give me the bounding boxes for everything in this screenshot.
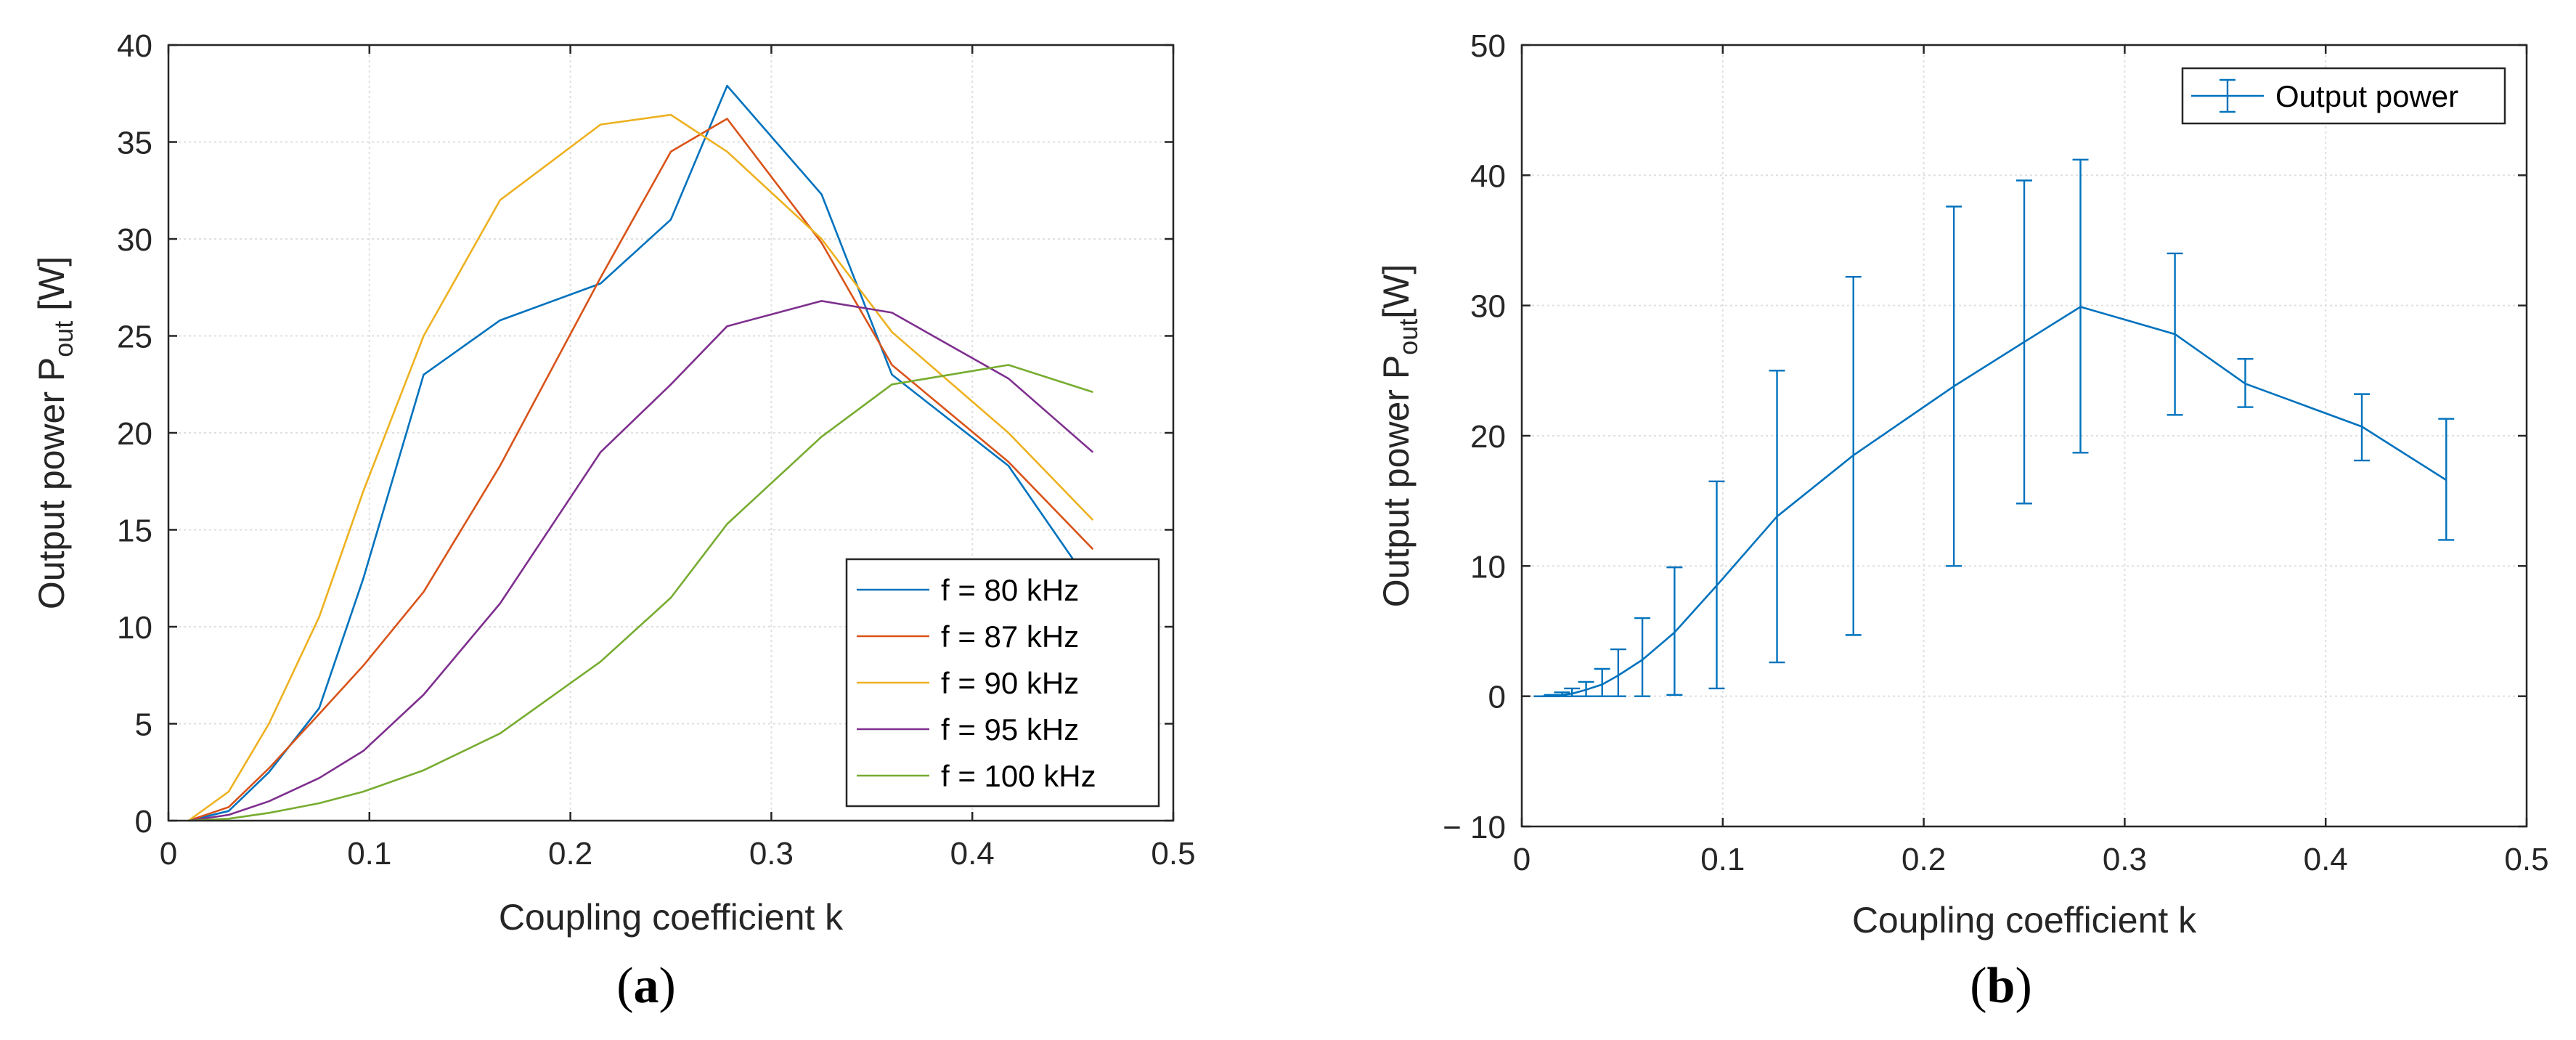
chart-b-xtick-label: 0.3 — [2103, 842, 2147, 877]
chart-a-xtick-label: 0.5 — [1151, 836, 1195, 872]
chart-a-legend: f = 80 kHz f = 87 kHz f = 90 kHz f = 95 kHz… — [845, 558, 1160, 808]
chart-a-xlabel: Coupling coefficient k — [499, 897, 844, 938]
chart-b-ytick-label: 30 — [1470, 289, 1506, 325]
chart-b-xtick-label: 0.1 — [1700, 842, 1745, 877]
chart-a-series-line-4 — [188, 364, 1093, 822]
panel-b-letter: b — [1987, 958, 2015, 1014]
chart-b-xtick-label: 0.4 — [2304, 842, 2348, 877]
chart-b-ylabel: Output power Pout[W] — [1376, 264, 1423, 607]
chart-b-ytick-label: 0 — [1488, 680, 1506, 715]
chart-a-ytick-label: 0 — [135, 804, 152, 840]
chart-a-ytick-label: 25 — [117, 320, 152, 355]
chart-a-ytick-label: 35 — [117, 126, 152, 161]
chart-a-legend-label: f = 100 kHz — [941, 759, 1096, 793]
panel-a-caption: (a) — [616, 958, 676, 1014]
chart-b-ylabel-sub: out — [1393, 319, 1423, 355]
chart-a-ytick-label: 10 — [117, 610, 152, 646]
chart-a-xtick-label: 0.4 — [950, 836, 995, 872]
chart-b-ytick-label: 10 — [1470, 549, 1506, 585]
chart-b-ytick-label: 40 — [1470, 158, 1506, 194]
panel-b-caption: (b) — [1970, 958, 2032, 1014]
chart-a: 0 0.1 0.2 0.3 0.4 0.5 0 5 10 15 20 25 30 35 40 Couplin… — [31, 28, 1196, 1014]
chart-a-series-line-3 — [188, 300, 1094, 822]
chart-a-ytick-label: 20 — [117, 416, 152, 452]
chart-a-xtick-label: 0 — [160, 836, 177, 872]
chart-b-xtick-label: 0.5 — [2504, 842, 2548, 877]
chart-a-ytick-label: 30 — [117, 222, 152, 258]
chart-b-ytick-label: 20 — [1470, 419, 1506, 455]
chart-b-ytick-label: − 10 — [1443, 810, 1506, 845]
chart-b-ylabel-unit: [W] — [1376, 264, 1417, 319]
chart-a-legend-label: f = 87 kHz — [941, 619, 1079, 654]
chart-a-series-line-2 — [187, 113, 1094, 822]
panel-a-letter: a — [634, 958, 659, 1014]
chart-a-legend-label: f = 90 kHz — [941, 666, 1079, 700]
chart-a-ytick-label: 5 — [135, 707, 152, 743]
chart-b-ylabel-main: Output power P — [1376, 355, 1417, 607]
chart-a-ytick-label: 40 — [117, 28, 152, 64]
chart-a-ylabel-main: Output power P — [31, 357, 72, 609]
chart-b-xlabel: Coupling coefficient k — [1852, 900, 2197, 941]
chart-b-legend-label: Output power — [2275, 79, 2458, 113]
chart-a-ytick-label: 15 — [117, 513, 152, 549]
chart-a-xtick-label: 0.3 — [749, 836, 794, 872]
chart-b-xtick-label: 0.2 — [1902, 842, 1946, 877]
chart-a-xtick-label: 0.1 — [347, 836, 391, 872]
chart-a-ylabel: Output power Pout [W] — [31, 256, 78, 609]
chart-b-legend: Output power — [2181, 67, 2506, 125]
chart-a-legend-label: f = 80 kHz — [941, 573, 1079, 607]
chart-a-ylabel-unit: [W] — [31, 256, 72, 321]
chart-a-series-line-1 — [188, 118, 1094, 822]
chart-a-legend-label: f = 95 kHz — [941, 712, 1079, 747]
chart-a-ylabel-sub: out — [49, 321, 78, 357]
chart-b-series-line-0 — [1541, 306, 2447, 698]
chart-b-ytick-label: 50 — [1470, 28, 1506, 64]
chart-a-xtick-label: 0.2 — [548, 836, 592, 872]
chart-b-xtick-label: 0 — [1513, 842, 1530, 877]
